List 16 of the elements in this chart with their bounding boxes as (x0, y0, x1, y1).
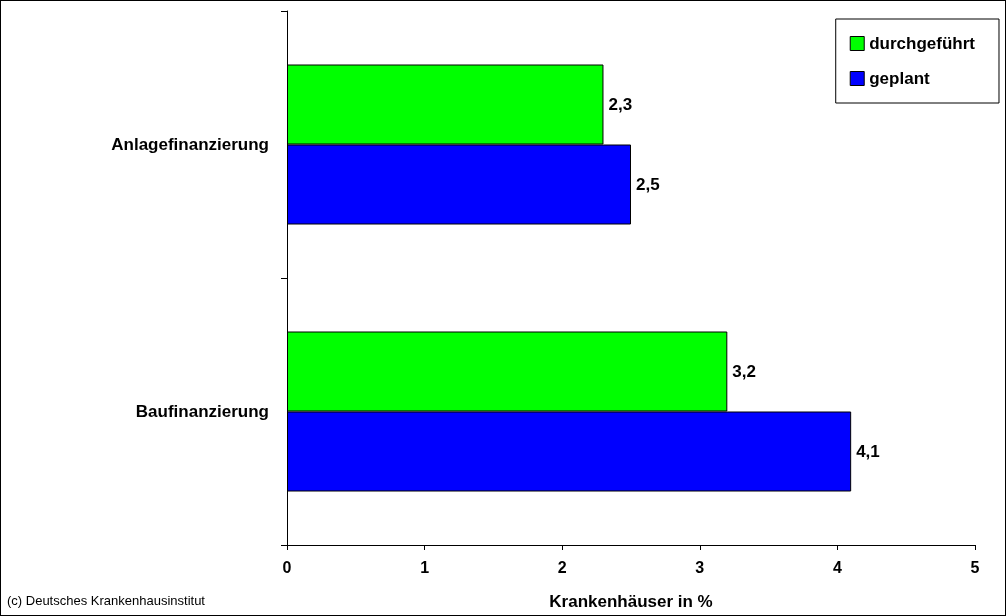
y-tick-label: Anlagefinanzierung (111, 135, 269, 154)
y-tick-label: Baufinanzierung (135, 402, 269, 421)
x-tick-label: 2 (557, 558, 567, 576)
data-label: 2,3 (608, 95, 633, 114)
x-tick-label: 4 (832, 558, 842, 576)
x-tick-label: 3 (695, 558, 705, 576)
data-label: 2,5 (636, 175, 660, 194)
data-label: 3,2 (732, 362, 756, 381)
x-tick-label: 1 (420, 558, 430, 576)
text: (c) Deutsches Krankenhausinstitut (7, 593, 206, 608)
x-axis-title: Krankenhäuser in % (549, 592, 713, 611)
data-label: 4,1 (856, 442, 880, 461)
legend-label: geplant (869, 69, 931, 88)
legend-label: durchgeführt (869, 34, 976, 53)
x-tick-label: 0 (282, 558, 292, 576)
x-tick-label: 5 (970, 558, 980, 576)
